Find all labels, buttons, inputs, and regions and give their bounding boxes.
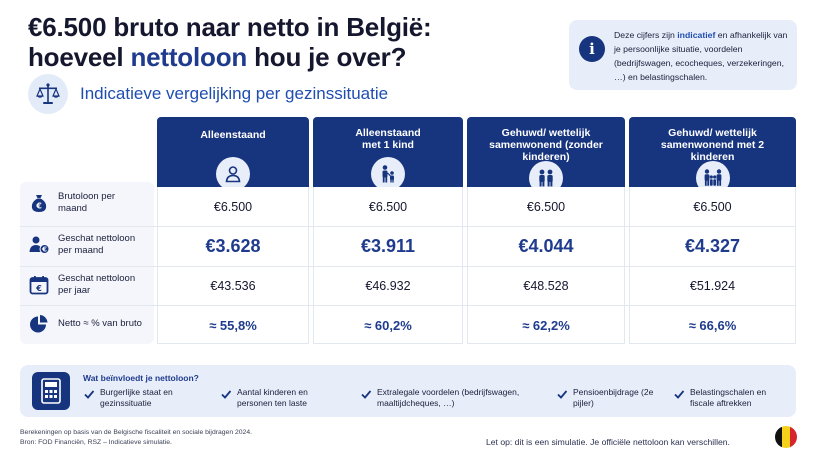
- svg-text:€: €: [35, 284, 42, 293]
- factor-item: Belastingschalen en fiscale aftrekken: [673, 387, 786, 409]
- cell-gross-monthly: €6.500: [693, 199, 732, 214]
- pie-chart-icon: [28, 313, 50, 335]
- column-body: [629, 187, 796, 344]
- factor-text: Belastingschalen en fiscale aftrekken: [690, 387, 767, 408]
- cell-net-percentage: ≈ 60,2%: [364, 317, 412, 333]
- subtitle-row: Indicatieve vergelijking per gezinssitua…: [28, 74, 388, 114]
- title-line-2: hoeveel nettoloon hou je over?: [28, 42, 432, 72]
- cell-net-percentage: ≈ 66,6%: [688, 317, 737, 333]
- row-divider: [20, 305, 796, 306]
- title-line-1: €6.500 bruto naar netto in België:: [28, 12, 432, 42]
- factor-text: Aantal kinderen en personen ten laste: [237, 387, 308, 408]
- influence-panel: Wat beïnvloedt je nettoloon? Burgerlijke…: [20, 365, 796, 417]
- check-icon: [221, 390, 232, 399]
- check-icon: [84, 390, 95, 399]
- row-label-text: Geschat nettoloon per jaar: [58, 273, 136, 296]
- check-icon: [674, 390, 685, 399]
- calendar-euro-icon: €: [28, 274, 50, 296]
- row-labels-panel: € Brutoloon per maand € Geschat nettoloo…: [20, 182, 154, 344]
- factor-text: Burgerlijke staat en gezinssituatie: [100, 387, 173, 408]
- person-icon: [216, 157, 250, 191]
- factor-text: Pensioenbijdrage (2e pijler): [573, 387, 654, 408]
- check-icon: [361, 390, 372, 399]
- factor-item: Extralegale voordelen (bedrijfswagen, ma…: [360, 387, 537, 409]
- row-divider: [20, 266, 796, 267]
- cell-net-yearly: €48.528: [523, 279, 569, 293]
- svg-text:€: €: [41, 246, 47, 254]
- cell-net-yearly: €51.924: [689, 279, 736, 293]
- title-suffix: hou je over?: [247, 42, 407, 72]
- row-label-net-yearly: € Geschat nettoloon per jaar: [28, 266, 148, 304]
- cell-net-percentage: ≈ 55,8%: [209, 317, 257, 333]
- adult-with-child-icon: [371, 157, 405, 191]
- cell-net-monthly: €3.628: [205, 236, 261, 256]
- footnote-line-1: Berekeningen op basis van de Belgische f…: [20, 429, 253, 436]
- cell-gross-monthly: €6.500: [526, 199, 566, 214]
- column-body: [157, 187, 309, 344]
- influence-title: Wat beïnvloedt je nettoloon?: [83, 373, 199, 383]
- cell-net-yearly: €43.536: [210, 279, 256, 293]
- column-header-single: Alleenstaand: [157, 117, 309, 191]
- factor-item: Aantal kinderen en personen ten laste: [220, 387, 337, 409]
- row-label-gross-monthly: € Brutoloon per maand: [28, 184, 128, 222]
- money-bag-icon: €: [28, 192, 50, 214]
- column-header-couple-two-children: Gehuwd/ wettelijk samenwonend met 2 kind…: [629, 117, 796, 195]
- belgian-flag-icon: [775, 426, 797, 448]
- cell-gross-monthly: €6.500: [213, 199, 253, 214]
- source-footnote: Berekeningen op basis van de Belgische f…: [20, 428, 252, 448]
- check-icon: [557, 390, 568, 399]
- column-body: [467, 187, 625, 344]
- cell-net-yearly: €46.932: [365, 279, 411, 293]
- factor-text: Extralegale voordelen (bedrijfswagen, ma…: [377, 387, 520, 408]
- row-divider: [20, 226, 796, 227]
- row-label-text: Brutoloon per maand: [58, 191, 116, 214]
- cell-net-monthly: €4.327: [684, 236, 741, 256]
- row-label-text: Netto ≈ % van bruto: [58, 318, 142, 329]
- factor-item: Burgerlijke staat en gezinssituatie: [83, 387, 188, 409]
- column-header-single-one-child: Alleenstaand met 1 kind: [313, 117, 463, 191]
- info-box: i Deze cijfers zijn indicatief en afhank…: [569, 20, 797, 90]
- scale-icon: [28, 74, 68, 114]
- cell-net-percentage: ≈ 62,2%: [522, 317, 570, 333]
- cell-net-monthly: €4.044: [518, 236, 574, 256]
- subtitle: Indicatieve vergelijking per gezinssitua…: [80, 84, 389, 103]
- row-label-text: Geschat nettoloon per maand: [58, 233, 136, 256]
- factor-item: Pensioenbijdrage (2e pijler): [556, 387, 663, 409]
- column-header-couple: Gehuwd/ wettelijk samenwonend (zonder ki…: [467, 117, 625, 195]
- info-emphasis: indicatief: [677, 30, 716, 40]
- disclaimer: Let op: dit is een simulatie. Je officië…: [486, 437, 730, 447]
- person-euro-icon: €: [28, 234, 50, 256]
- info-icon: i: [579, 36, 605, 62]
- page-title: €6.500 bruto naar netto in België: hoeve…: [28, 12, 432, 72]
- calculator-icon: [32, 372, 70, 410]
- column-body: [313, 187, 463, 344]
- title-prefix: hoeveel: [28, 42, 131, 72]
- info-text: Deze cijfers zijn indicatief en afhankel…: [614, 30, 788, 82]
- row-label-percentage: Netto ≈ % van bruto: [28, 305, 142, 343]
- footnote-line-2: Bron: FOD Financiën, RSZ – Indicatieve s…: [20, 439, 172, 446]
- row-label-net-monthly: € Geschat nettoloon per maand: [28, 226, 148, 264]
- cell-net-monthly: €3.911: [360, 236, 416, 256]
- title-highlight: nettoloon: [130, 42, 248, 72]
- cell-gross-monthly: €6.500: [368, 199, 408, 214]
- svg-text:€: €: [35, 202, 42, 211]
